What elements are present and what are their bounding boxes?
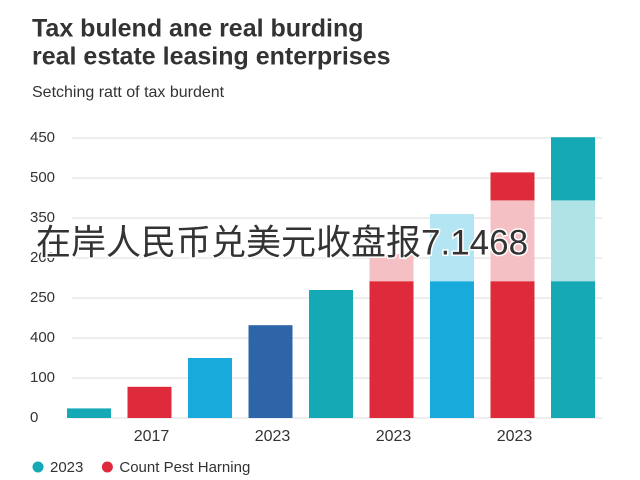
bar-segment — [248, 325, 293, 418]
chart-title: Tax bulend ane real burding — [32, 15, 364, 43]
legend-marker — [101, 461, 113, 473]
legend-marker — [32, 461, 44, 473]
bar-segment — [430, 214, 474, 282]
x-tick-label: 2017 — [134, 428, 170, 445]
legend-label: Count Pest Harning — [119, 459, 250, 476]
bar-segment — [127, 386, 172, 418]
y-tick-label: 500 — [30, 169, 55, 186]
legend-label: 2023 — [50, 459, 83, 476]
bar-segment — [551, 137, 595, 201]
x-tick-label: 2023 — [255, 428, 291, 445]
y-tick-label: 100 — [30, 369, 55, 386]
bar-segment — [67, 408, 111, 418]
bar-segment — [490, 281, 535, 418]
annotation: 在岸人民币兑美元收盘报7.1468 — [36, 223, 528, 262]
y-tick-label: 0 — [30, 409, 38, 426]
bar-segment — [430, 281, 474, 418]
y-tick-label: 350 — [30, 209, 55, 226]
bar-segment — [309, 290, 353, 418]
y-tick-label: 450 — [30, 129, 55, 146]
y-tick-label: 200 — [30, 249, 55, 266]
bar-segment — [369, 254, 414, 282]
bar-segment — [369, 281, 414, 418]
x-tick-label: 2023 — [376, 428, 412, 445]
bar-segment — [490, 200, 535, 282]
bar-segment — [551, 200, 595, 282]
bar-segment — [490, 172, 535, 201]
y-tick-label: 250 — [30, 289, 55, 306]
x-tick-label: 2023 — [497, 428, 533, 445]
chart-subtitle: Setching ratt of tax burdent — [32, 84, 225, 101]
chart-title: real estate leasing enterprises — [32, 43, 391, 71]
bar-segment — [551, 281, 595, 418]
bar-segment — [188, 358, 232, 418]
y-tick-label: 400 — [30, 329, 55, 346]
